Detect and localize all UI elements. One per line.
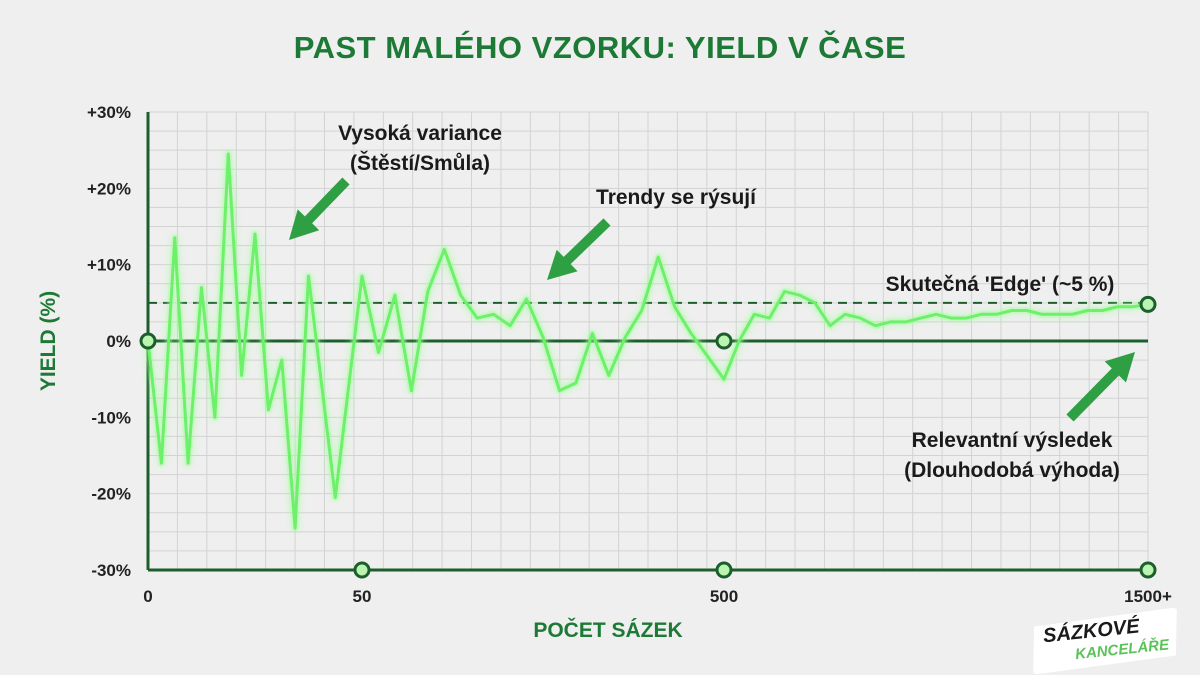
x-axis-label: POČET SÁZEK: [533, 618, 682, 642]
annotation-edge: Skutečná 'Edge' (~5 %): [886, 273, 1115, 296]
x-tick-label: 1500+: [1124, 587, 1172, 606]
annotation-trends: Trendy se rýsují: [596, 186, 757, 209]
series-line: [146, 152, 1149, 530]
marker-zero-500: [715, 332, 733, 350]
marker-x-500: [715, 561, 733, 579]
annotation-arrows: [289, 177, 1135, 422]
y-tick-label: -10%: [91, 408, 131, 427]
y-tick-label: +10%: [87, 256, 131, 275]
arrow-trends: [547, 218, 611, 280]
x-tick-label: 0: [143, 587, 152, 606]
marker-x-50: [353, 561, 371, 579]
marker-x-1500: [1139, 561, 1157, 579]
ticks: +30% +20% +10% 0% -10% -20% -30% 0 50 500 1500+ POČ…: [37, 103, 1172, 642]
y-tick-label: 0%: [106, 332, 131, 351]
y-tick-label: -20%: [91, 485, 131, 504]
y-tick-label: +30%: [87, 103, 131, 122]
series-layer: [144, 150, 1149, 532]
marker-start: [139, 332, 157, 350]
annotation-high-variance: (Štěstí/Smůla): [350, 151, 490, 175]
y-tick-label: +20%: [87, 179, 131, 198]
markers: [139, 295, 1157, 579]
x-tick-label: 500: [710, 587, 738, 606]
annotation-relevant-result: (Dlouhodobá výhoda): [904, 459, 1120, 482]
x-tick-label: 50: [353, 587, 372, 606]
y-tick-label: -30%: [91, 561, 131, 580]
marker-end: [1139, 295, 1157, 313]
annotation-high-variance: Vysoká variance: [338, 122, 502, 145]
arrow-relevant-result: [1066, 352, 1135, 422]
chart-title: PAST MALÉHO VZORKU: YIELD V ČASE: [293, 30, 907, 65]
annotation-relevant-result: Relevantní výsledek: [912, 429, 1113, 452]
annotations: Vysoká variance (Štěstí/Smůla) Trendy se r…: [338, 122, 1120, 482]
y-axis-label: YIELD (%): [37, 291, 60, 391]
arrow-high-variance: [289, 177, 350, 240]
